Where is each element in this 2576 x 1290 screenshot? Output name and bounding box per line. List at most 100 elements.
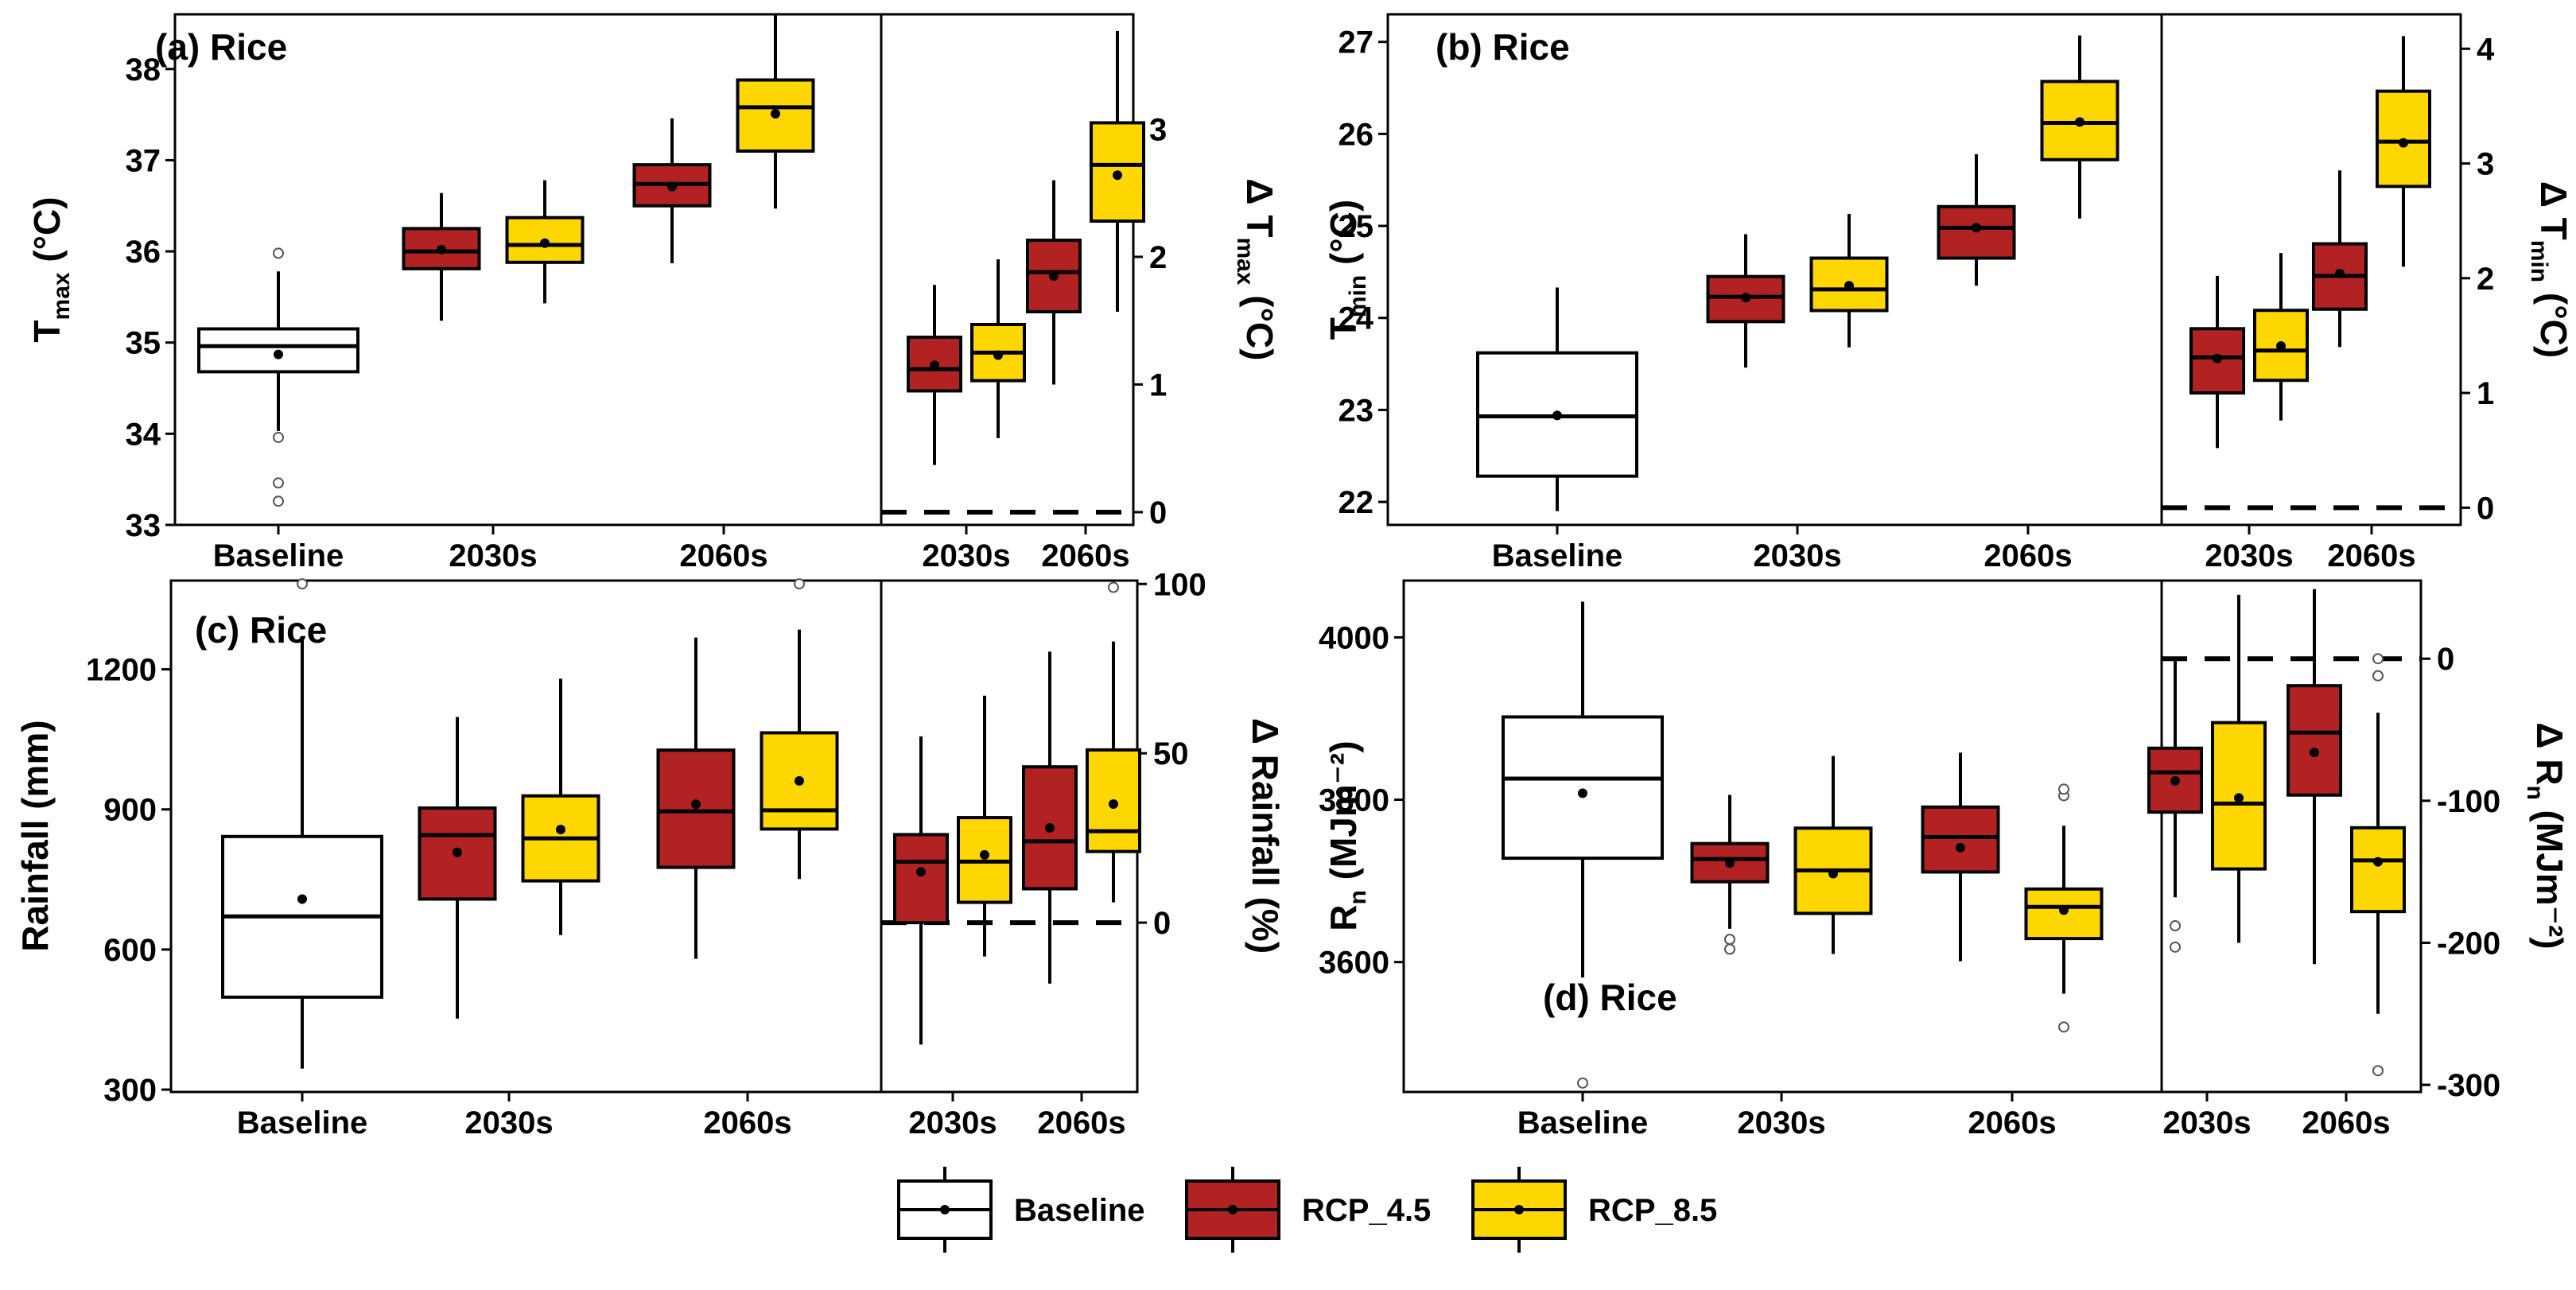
x-tick-label: 2060s bbox=[679, 538, 767, 573]
y-tick-label: 4000 bbox=[1319, 620, 1389, 655]
legend-key-mean bbox=[1514, 1205, 1524, 1214]
y-tick-label: 3800 bbox=[1319, 783, 1389, 818]
delta-y-axis-title-text: Δ Rn (MJm⁻²) bbox=[2522, 722, 2570, 949]
delta-mean-point bbox=[980, 849, 989, 860]
y-axis-title-text: Rainfall (mm) bbox=[14, 720, 56, 951]
y-axis-title: Rn (MJm⁻²) bbox=[1323, 740, 1371, 931]
delta-y-axis-title: Δ Tmin (°C) bbox=[2526, 181, 2574, 358]
main-outlier-point bbox=[273, 247, 284, 259]
delta-y-axis-title-unit: (MJm⁻²) bbox=[2529, 800, 2570, 950]
x-tick-label: Baseline bbox=[1517, 1105, 1649, 1140]
delta-y-tick-label: 3 bbox=[1149, 112, 1167, 147]
main-mean-point bbox=[667, 181, 677, 192]
legend: Baseline RCP_4.5 RCP_8.5 bbox=[897, 1167, 1717, 1253]
delta-y-tick-label: 50 bbox=[1153, 736, 1189, 771]
main-mean-point bbox=[771, 108, 780, 119]
y-tick-label: 1200 bbox=[86, 653, 157, 688]
y-tick-label: 26 bbox=[1339, 117, 1374, 152]
x-tick-label: Baseline bbox=[213, 538, 344, 573]
delta-y-axis-title-text: Δ Tmax (°C) bbox=[1232, 178, 1280, 360]
delta-box-rcp45 bbox=[2287, 684, 2342, 797]
x-tick-label: Baseline bbox=[237, 1105, 368, 1140]
y-axis-title-text: Tmax (°C) bbox=[26, 196, 75, 342]
delta-y-axis-title-main: Δ T bbox=[2533, 181, 2574, 240]
panel-title: (c) Rice bbox=[195, 609, 327, 651]
delta-y-tick-label: 3 bbox=[2477, 147, 2494, 182]
y-axis-title-unit: (°C) bbox=[26, 196, 68, 272]
y-tick-label: 3600 bbox=[1319, 946, 1389, 981]
delta-y-axis-title: Δ Rn (MJm⁻²) bbox=[2522, 722, 2570, 949]
y-tick-label: 33 bbox=[126, 508, 161, 543]
x-tick-label: 2030s bbox=[449, 538, 537, 573]
delta-mean-point bbox=[1113, 170, 1122, 181]
delta-y-tick-label: 0 bbox=[1149, 495, 1167, 530]
main-outlier-point bbox=[2058, 783, 2069, 795]
delta-x-tick-label: 2060s bbox=[1041, 538, 1129, 573]
main-mean-point bbox=[795, 775, 804, 786]
y-axis-title-sub: min bbox=[1345, 275, 1371, 317]
delta-y-axis-title-main: Δ Rainfall (%) bbox=[1245, 718, 1286, 954]
delta-plot-frame bbox=[880, 13, 1135, 526]
delta-mean-point bbox=[930, 360, 939, 371]
delta-mean-point bbox=[2234, 793, 2244, 803]
delta-y-axis-title-sub: max bbox=[1232, 237, 1258, 285]
main-box-baseline bbox=[1502, 715, 1664, 861]
main-mean-point bbox=[540, 238, 550, 248]
delta-mean-point bbox=[2170, 775, 2180, 786]
delta-y-axis-title-sub: n bbox=[2522, 785, 2548, 799]
delta-x-tick-label: 2030s bbox=[2162, 1105, 2251, 1140]
x-tick-label: 2060s bbox=[1968, 1105, 2056, 1140]
delta-y-tick-label: -100 bbox=[2437, 784, 2500, 819]
main-outlier-point bbox=[1724, 934, 1735, 946]
main-mean-point bbox=[1725, 858, 1735, 868]
delta-x-tick-label: 2030s bbox=[908, 1105, 997, 1140]
main-outlier-point bbox=[1724, 943, 1735, 955]
y-tick-label: 25 bbox=[1339, 209, 1374, 244]
main-box-rcp45 bbox=[656, 748, 736, 869]
panel-title: (d) Rice bbox=[1543, 977, 1677, 1018]
delta-y-tick-label: 2 bbox=[1149, 240, 1167, 275]
delta-mean-point bbox=[2213, 353, 2222, 363]
delta-y-tick-label: 0 bbox=[2437, 642, 2454, 677]
delta-y-tick-label: -300 bbox=[2437, 1068, 2500, 1103]
delta-y-tick-label: -200 bbox=[2437, 926, 2500, 961]
main-mean-point bbox=[437, 244, 446, 255]
main-outlier-point bbox=[2058, 1021, 2069, 1033]
delta-mean-point bbox=[1045, 822, 1055, 833]
delta-y-axis-title-sub: min bbox=[2526, 240, 2552, 282]
main-mean-point bbox=[274, 349, 283, 359]
delta-x-tick-label: 2060s bbox=[1037, 1105, 1125, 1140]
main-mean-point bbox=[1578, 788, 1587, 798]
main-outlier-point bbox=[794, 578, 805, 590]
y-axis-title-main: Rainfall (mm) bbox=[14, 720, 56, 951]
main-mean-point bbox=[1844, 281, 1854, 291]
x-tick-label: Baseline bbox=[1492, 538, 1623, 573]
y-axis-title-main: R bbox=[1323, 904, 1364, 931]
delta-x-tick-label: 2030s bbox=[922, 538, 1010, 573]
y-tick-label: 35 bbox=[126, 326, 161, 361]
delta-outlier-point bbox=[2170, 920, 2181, 932]
delta-y-axis-title-main: Δ T bbox=[1239, 178, 1280, 237]
y-tick-label: 27 bbox=[1339, 25, 1374, 60]
main-outlier-point bbox=[1577, 1077, 1588, 1089]
y-axis-title-sub: max bbox=[49, 272, 75, 320]
y-axis-title: Tmin (°C) bbox=[1323, 200, 1371, 340]
delta-outlier-point bbox=[1108, 581, 1119, 593]
delta-box-rcp45 bbox=[1026, 239, 1082, 313]
main-outlier-point bbox=[297, 578, 308, 590]
delta-y-tick-label: 4 bbox=[2477, 32, 2495, 67]
delta-y-axis-title-main: Δ R bbox=[2529, 722, 2570, 785]
delta-y-axis-title: Δ Rainfall (%) bbox=[1245, 718, 1286, 954]
main-mean-point bbox=[1741, 293, 1750, 303]
y-tick-label: 24 bbox=[1339, 301, 1374, 336]
delta-y-tick-label: 0 bbox=[2477, 491, 2494, 526]
delta-x-tick-label: 2060s bbox=[2327, 538, 2415, 573]
main-box-rcp45 bbox=[1921, 805, 2000, 874]
y-axis-title: Tmax (°C) bbox=[26, 196, 75, 342]
delta-y-axis-title: Δ Tmax (°C) bbox=[1232, 178, 1280, 360]
x-tick-label: 2030s bbox=[464, 1105, 553, 1140]
y-tick-label: 900 bbox=[103, 793, 157, 828]
delta-mean-point bbox=[1109, 799, 1118, 810]
delta-plot-frame bbox=[2160, 579, 2423, 1094]
